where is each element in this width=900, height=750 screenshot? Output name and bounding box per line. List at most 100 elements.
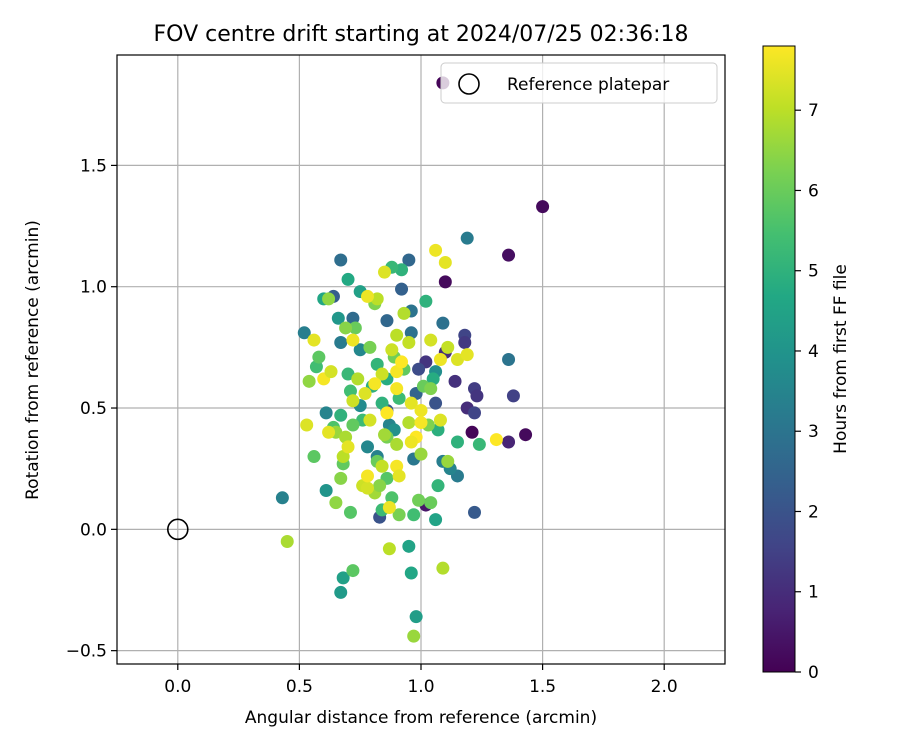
colorbar-tick-label: 7	[808, 101, 819, 121]
data-point	[431, 479, 445, 493]
data-point	[360, 481, 374, 495]
colorbar-tick-label: 4	[808, 342, 819, 362]
data-point	[404, 396, 418, 410]
data-point	[334, 585, 348, 599]
data-point	[334, 408, 348, 422]
data-point	[307, 333, 321, 347]
data-point	[373, 479, 387, 493]
data-point	[402, 416, 416, 430]
data-point	[302, 374, 316, 388]
data-point	[309, 360, 323, 374]
data-point	[407, 508, 421, 522]
data-point	[341, 440, 355, 454]
data-point	[468, 505, 482, 519]
data-point	[402, 539, 416, 553]
data-point	[465, 425, 479, 439]
legend-marker-icon	[458, 73, 480, 95]
data-point	[468, 406, 482, 420]
data-point	[460, 231, 474, 245]
data-point	[414, 416, 428, 430]
data-point	[346, 564, 360, 578]
y-tick-label: 1.5	[80, 156, 107, 176]
data-point	[395, 355, 409, 369]
data-point	[341, 272, 355, 286]
data-point	[370, 292, 384, 306]
data-point	[380, 314, 394, 328]
x-axis: 0.0 0.5 1.0 1.5 2.0	[164, 664, 678, 697]
data-point	[390, 382, 404, 396]
legend-box	[440, 62, 718, 104]
data-point	[382, 501, 396, 515]
data-point	[395, 263, 409, 277]
data-point	[343, 384, 357, 398]
y-axis-label: Rotation from reference (arcmin)	[23, 220, 43, 500]
data-point	[375, 396, 389, 410]
x-tick-label: 2.0	[651, 677, 678, 697]
data-point	[441, 340, 455, 354]
data-point	[346, 394, 360, 408]
data-point	[429, 243, 443, 257]
data-point	[341, 367, 355, 381]
data-point	[433, 413, 447, 427]
data-point	[424, 333, 438, 347]
data-point	[358, 386, 372, 400]
grid	[117, 55, 725, 664]
data-point	[334, 471, 348, 485]
data-point	[353, 343, 367, 357]
data-point	[433, 353, 447, 366]
y-axis: −0.5 0.0 0.5 1.0 1.5	[66, 156, 117, 662]
data-point	[404, 435, 418, 449]
data-point	[351, 372, 365, 386]
data-point	[390, 365, 404, 379]
data-point	[412, 493, 426, 507]
data-point	[502, 435, 516, 449]
colorbar-ticks: 0 1 2 3 4 5 6 7	[795, 101, 819, 683]
data-point	[380, 406, 394, 420]
data-point	[375, 459, 389, 473]
chart-title: FOV centre drift starting at 2024/07/25 …	[154, 22, 689, 47]
data-point	[470, 389, 484, 403]
data-point	[424, 496, 438, 510]
legend: Reference platepar	[440, 62, 718, 104]
data-point	[336, 571, 350, 585]
data-point	[322, 292, 336, 306]
data-point	[397, 306, 411, 320]
y-tick-label: 0.5	[80, 399, 107, 419]
data-point	[392, 508, 406, 522]
data-point	[426, 372, 440, 386]
data-point	[334, 336, 348, 350]
data-point	[385, 343, 399, 357]
x-tick-label: 1.5	[529, 677, 556, 697]
data-point	[414, 403, 428, 417]
data-point	[334, 253, 348, 267]
y-tick-label: 1.0	[80, 278, 107, 298]
data-point	[390, 459, 404, 473]
data-point	[385, 491, 399, 505]
data-point	[307, 450, 321, 464]
data-point	[300, 418, 314, 432]
data-point	[322, 425, 336, 439]
data-point	[378, 428, 392, 442]
data-point	[346, 333, 360, 347]
data-point	[441, 454, 455, 468]
data-point	[429, 396, 443, 410]
colorbar-tick-label: 3	[808, 422, 819, 442]
data-point	[363, 340, 377, 354]
data-point	[506, 389, 520, 403]
legend-label: Reference platepar	[507, 75, 669, 95]
data-point	[402, 253, 416, 267]
data-point	[502, 353, 516, 366]
data-point	[312, 350, 326, 364]
colorbar-gradient	[762, 45, 796, 673]
data-point	[407, 629, 421, 643]
data-point	[429, 513, 443, 527]
data-point	[346, 311, 360, 325]
data-point	[536, 200, 550, 214]
data-point	[438, 275, 452, 289]
data-point	[346, 418, 360, 432]
data-point	[489, 433, 503, 447]
data-point	[390, 437, 404, 451]
data-point	[336, 450, 350, 464]
data-point	[370, 357, 384, 371]
